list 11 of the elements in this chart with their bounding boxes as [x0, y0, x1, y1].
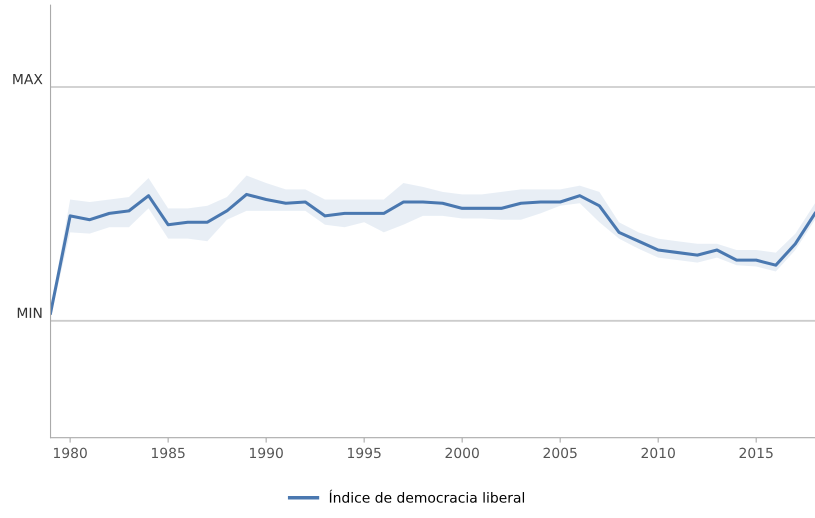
x-tick-label: 1980	[54, 448, 87, 458]
x-tick-label: 2015	[740, 448, 773, 458]
x-tick-label: 2010	[642, 448, 675, 458]
x-tick-label: 1990	[250, 448, 283, 458]
ref-line-label: MIN	[18, 308, 42, 318]
x-tick-label: 2000	[446, 448, 479, 458]
legend-label: Índice de democracia liberal	[330, 490, 524, 503]
x-tick-label: 1995	[348, 448, 381, 458]
ref-line-label: MAX	[13, 74, 42, 84]
x-tick-label: 1985	[152, 448, 185, 458]
x-tick-label: 2005	[544, 448, 577, 458]
